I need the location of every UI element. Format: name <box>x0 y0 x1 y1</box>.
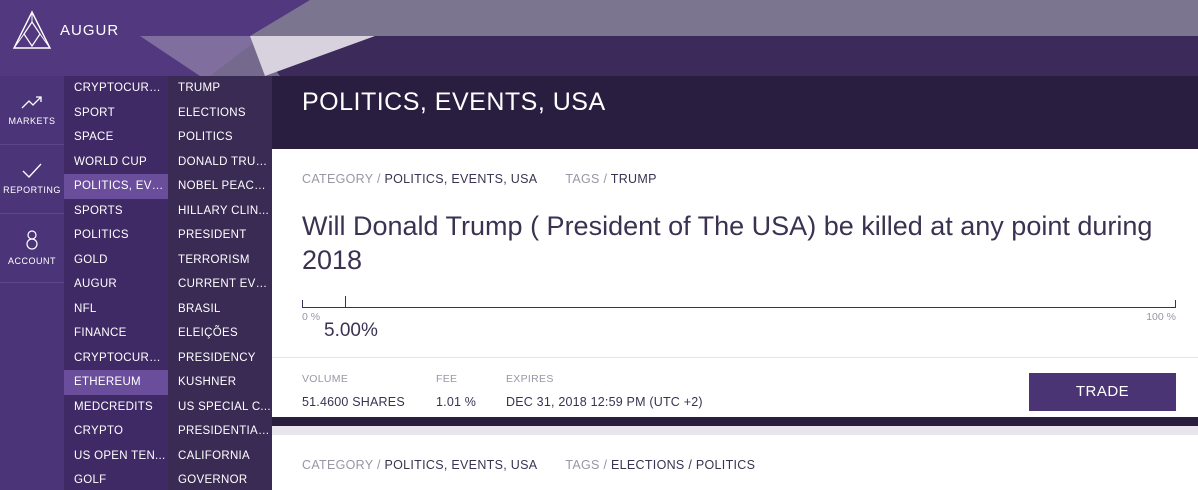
category-list: CRYPTOCURRE... SPORT SPACE WORLD CUP POL… <box>64 76 168 490</box>
category-item[interactable]: FINANCE <box>74 327 127 339</box>
bar-min-label: 0 % <box>302 311 321 323</box>
market-meta: CATEGORY / POLITICS, EVENTS, USA TAGS / T… <box>302 172 657 186</box>
trending-up-icon <box>21 96 42 109</box>
trade-button[interactable]: TRADE <box>1029 373 1176 411</box>
tag-item[interactable]: TRUMP <box>178 82 221 94</box>
tag-item[interactable]: POLITICS <box>178 131 233 143</box>
market-category[interactable]: POLITICS, EVENTS, USA <box>384 172 538 186</box>
bar-line <box>302 307 1176 308</box>
category-item[interactable]: SPORT <box>74 106 115 119</box>
tag-item[interactable]: PRESIDENCY <box>178 351 256 364</box>
category-item[interactable]: CRYPTOCURRE... <box>74 82 168 94</box>
category-item[interactable]: POLITICS <box>74 229 129 241</box>
expires-value: DEC 31, 2018 12:59 PM (UTC +2) <box>506 395 703 409</box>
page-title: POLITICS, EVENTS, USA <box>302 88 606 116</box>
market-question[interactable]: Will Donald Trump ( President of The USA… <box>302 211 1153 275</box>
expires-label: EXPIRES <box>506 373 554 385</box>
page-header: POLITICS, EVENTS, USA <box>272 76 1198 149</box>
category-item[interactable]: GOLF <box>74 474 107 486</box>
category-item[interactable]: SPACE <box>74 131 114 143</box>
check-icon <box>22 163 42 178</box>
tag-item[interactable]: PRESIDENTIAL... <box>178 425 272 437</box>
market-card[interactable]: CATEGORY / POLITICS, EVENTS, USA TAGS / T… <box>272 149 1198 426</box>
tag-item[interactable]: ELEIÇÕES <box>178 327 238 339</box>
top-bar: AUGUR <box>0 0 1198 76</box>
volume-label: VOLUME <box>302 373 349 385</box>
tag-item[interactable]: BRASIL <box>178 302 221 315</box>
tag-item[interactable]: KUSHNER <box>178 376 237 388</box>
tag-item[interactable]: PRESIDENT <box>178 229 247 241</box>
side-nav: MARKETS REPORTING ACCOUNT <box>0 76 64 490</box>
category-item[interactable]: CRYPTO <box>74 425 124 437</box>
header-decoration <box>0 0 1198 76</box>
tag-item[interactable]: GOVERNOR <box>178 474 248 486</box>
market-card[interactable]: CATEGORY / POLITICS, EVENTS, USA TAGS / E… <box>272 435 1198 490</box>
category-item-selected[interactable]: POLITICS, EVE... <box>64 174 168 199</box>
bar-marker <box>345 296 346 308</box>
market-meta: CATEGORY / POLITICS, EVENTS, USA TAGS / E… <box>302 458 756 472</box>
fee-stat: FEE 1.01 % <box>436 373 476 409</box>
market-tag[interactable]: TRUMP <box>610 172 657 186</box>
category-item-highlighted[interactable]: ETHEREUM <box>64 370 168 395</box>
category-item[interactable]: CRYPTOCURRE... <box>74 351 168 364</box>
tag-item[interactable]: CALIFORNIA <box>178 449 251 462</box>
market-category[interactable]: POLITICS, EVENTS, USA <box>384 458 538 472</box>
tags-label: TAGS <box>565 172 600 186</box>
tag-item[interactable]: US SPECIAL C... <box>178 400 271 413</box>
brand-name: AUGUR <box>60 22 120 39</box>
category-item[interactable]: WORLD CUP <box>74 155 147 168</box>
tag-item[interactable]: TERRORISM <box>178 253 250 266</box>
tag-item[interactable]: CURRENT EVE... <box>178 278 272 290</box>
nav-account[interactable]: ACCOUNT <box>0 214 64 283</box>
tags-label: TAGS <box>565 458 600 472</box>
volume-stat: VOLUME 51.4600 SHARES <box>302 373 405 409</box>
fee-value: 1.01 % <box>436 395 477 409</box>
user-icon <box>26 230 38 250</box>
nav-reporting-label: REPORTING <box>3 185 61 195</box>
category-item[interactable]: NFL <box>74 302 97 315</box>
tag-item[interactable]: DONALD TRUMP <box>178 155 272 168</box>
nav-account-label: ACCOUNT <box>8 256 56 266</box>
category-item[interactable]: GOLD <box>74 253 108 266</box>
tag-item[interactable]: HILLARY CLIN... <box>178 204 270 217</box>
category-item[interactable]: AUGUR <box>74 278 118 290</box>
tag-item[interactable]: ELECTIONS <box>178 106 246 119</box>
category-label: CATEGORY <box>302 172 374 186</box>
bar-max-label: 100 % <box>1146 311 1176 323</box>
category-item[interactable]: MEDCREDITS <box>74 400 154 413</box>
fee-label: FEE <box>436 373 458 385</box>
expires-stat: EXPIRES DEC 31, 2018 12:59 PM (UTC +2) <box>506 373 703 409</box>
nav-reporting[interactable]: REPORTING <box>0 145 64 214</box>
card-divider <box>272 357 1198 358</box>
category-item[interactable]: SPORTS <box>74 204 123 217</box>
category-item[interactable]: US OPEN TEN... <box>74 449 166 462</box>
volume-value: 51.4600 SHARES <box>302 395 405 409</box>
bar-max-tick <box>1175 300 1176 308</box>
tag-item[interactable]: NOBEL PEACE ... <box>178 180 272 192</box>
nav-markets-label: MARKETS <box>8 116 56 126</box>
tag-list: TRUMP ELECTIONS POLITICS DONALD TRUMP NO… <box>168 76 272 490</box>
augur-logo-icon[interactable] <box>12 10 52 54</box>
probability-bar <box>302 296 1176 310</box>
probability-value: 5.00% <box>324 320 378 341</box>
category-label: CATEGORY <box>302 458 374 472</box>
bar-min-tick <box>302 300 303 308</box>
market-tag[interactable]: ELECTIONS / POLITICS <box>611 458 756 472</box>
nav-markets[interactable]: MARKETS <box>0 76 64 145</box>
